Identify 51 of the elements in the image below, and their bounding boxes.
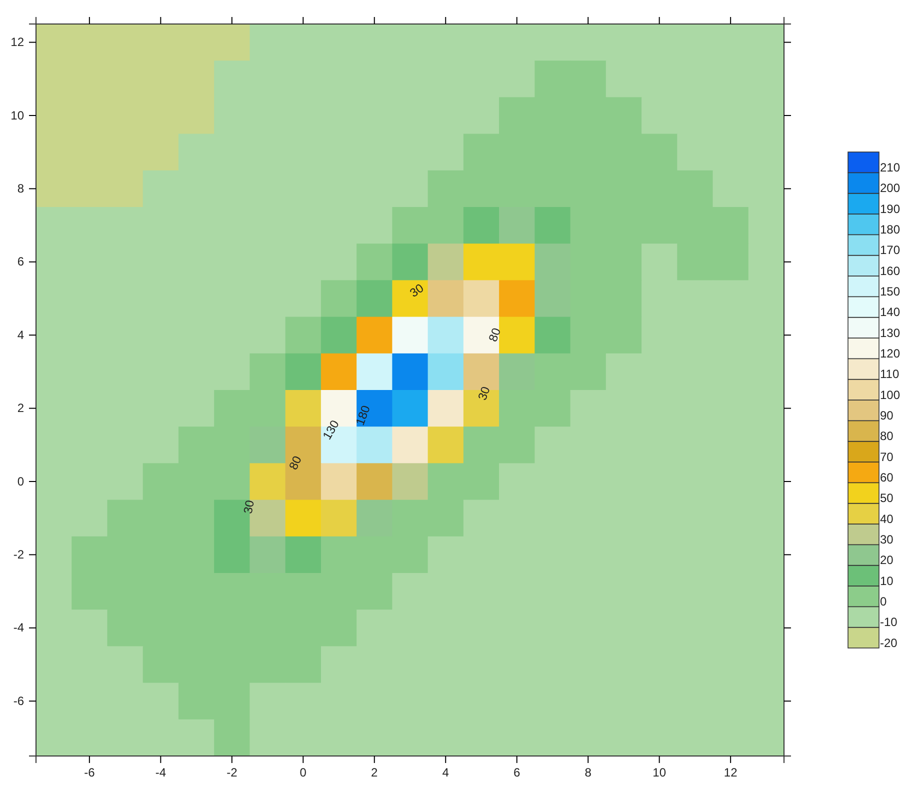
annotation: 180 [352, 403, 374, 428]
y-tick-label: -2 [13, 548, 24, 562]
annotation: 30 [240, 498, 258, 515]
color-bar-label: -10 [880, 615, 898, 630]
color-bar-label: 30 [880, 532, 894, 546]
color-bar-label: 140 [880, 305, 900, 320]
x-tick-label: -6 [84, 766, 96, 780]
x-tick-label: 4 [442, 766, 450, 780]
color-bar-label: 160 [880, 264, 900, 278]
color-bar-label: 200 [880, 181, 900, 196]
annotation: 30 [407, 280, 426, 300]
color-bar-label: 20 [880, 553, 894, 568]
color-bar-label: 40 [880, 512, 894, 526]
color-bar-label: 190 [880, 202, 900, 216]
color-bar-label: -20 [880, 636, 898, 650]
color-bar-label: 10 [880, 574, 894, 588]
x-tick-label: -4 [155, 766, 166, 780]
y-tick-label: 8 [17, 182, 24, 196]
y-tick-label: 12 [10, 35, 24, 50]
annotation: 80 [486, 326, 504, 344]
y-tick-label: 4 [17, 328, 24, 342]
color-bar-label: 0 [880, 594, 887, 608]
x-tick-label: 8 [584, 766, 592, 780]
y-tick-label: 2 [17, 401, 24, 416]
x-tick-label: 2 [371, 766, 378, 780]
y-tick-label: 0 [17, 474, 24, 488]
color-bar-label: 110 [880, 367, 900, 382]
y-tick-label: -4 [13, 620, 24, 635]
x-tick-label: 0 [300, 766, 307, 780]
y-tick-label: 6 [17, 254, 24, 269]
color-bar-label: 210 [880, 160, 900, 174]
y-tick-label: 10 [10, 108, 24, 122]
y-tick-label: -6 [13, 694, 24, 708]
x-tick-label: 6 [514, 766, 521, 780]
color-bar-label: 130 [880, 326, 900, 340]
color-bar-label: 50 [880, 491, 894, 506]
color-bar-label: 170 [880, 243, 900, 258]
color-bar-label: 90 [880, 408, 894, 422]
x-tick-label: -2 [226, 766, 238, 780]
color-bar-label: 180 [880, 222, 900, 236]
color-bar-label: 80 [880, 429, 894, 444]
color-bar-label: 150 [880, 284, 900, 298]
x-tick-label: 10 [652, 766, 666, 780]
annotation: 30 [475, 384, 493, 402]
annotation: 80 [286, 454, 305, 472]
color-bar-label: 120 [880, 346, 900, 360]
color-bar-label: 100 [880, 388, 900, 402]
annotation: 130 [320, 417, 342, 442]
color-bar-label: 70 [880, 450, 894, 464]
x-tick-label: 12 [724, 766, 738, 780]
color-bar-label: 60 [880, 470, 894, 484]
